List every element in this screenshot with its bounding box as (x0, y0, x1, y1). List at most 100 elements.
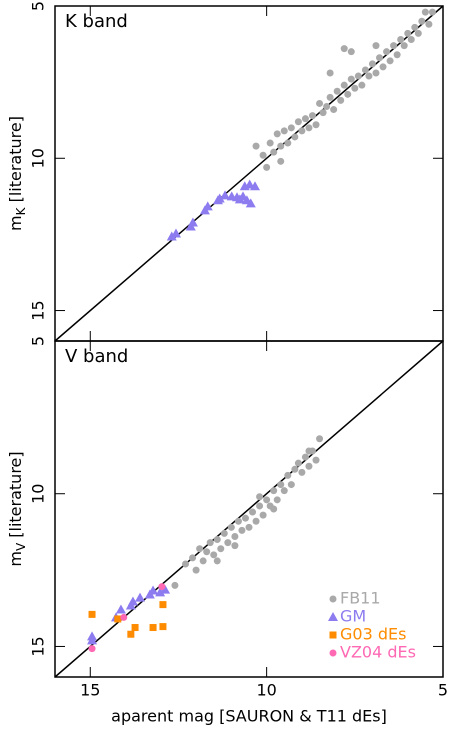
circle-marker (182, 560, 190, 568)
circle-marker (227, 523, 235, 531)
circle-marker (383, 48, 391, 56)
panel: 5 10 15 15 10 5 V band mV [literature] aparent m… (6, 336, 449, 726)
circle-marker (266, 139, 274, 147)
circle-marker (199, 557, 207, 565)
circle-marker (231, 542, 239, 550)
triangle-marker (87, 631, 98, 641)
circle-marker (287, 481, 295, 489)
y-tick-label: 15 (29, 636, 48, 656)
circle-marker (347, 48, 355, 56)
circle-marker (273, 496, 281, 504)
circle-marker (220, 529, 228, 537)
legend-label: VZ04 dEs (340, 643, 416, 662)
triangle-marker (115, 604, 126, 614)
y-label-rest: [literature] (6, 451, 25, 542)
triangle-marker (202, 201, 213, 211)
circle-marker (231, 532, 239, 540)
circle-marker (386, 57, 394, 65)
circle-marker (291, 133, 299, 141)
y-label-rest: [literature] (6, 116, 25, 207)
circle-marker (203, 548, 211, 556)
triangle-marker (249, 181, 260, 191)
circle-marker (263, 163, 271, 171)
plot-frame (54, 340, 444, 678)
circle-marker (368, 60, 376, 68)
circle-marker (234, 517, 242, 525)
x-axis-label: aparent mag [SAURON & T11 dEs] (111, 707, 387, 726)
circle-marker (217, 545, 225, 553)
circle-marker (249, 508, 257, 516)
square-marker (127, 630, 135, 638)
identity-line (54, 5, 444, 342)
circle-marker (294, 459, 302, 467)
circle-marker (329, 649, 337, 657)
circle-marker (329, 595, 337, 603)
x-tick-label: 10 (256, 681, 276, 700)
circle-marker (365, 72, 373, 80)
circle-marker (425, 20, 433, 28)
circle-marker (287, 124, 295, 132)
circle-marker (277, 481, 285, 489)
circle-marker (333, 87, 341, 95)
circle-marker (428, 8, 436, 16)
y-label-sub: K (14, 206, 28, 215)
circle-marker (291, 465, 299, 473)
triangle-marker (187, 217, 198, 227)
triangle-marker (328, 612, 338, 621)
triangle-marker (244, 179, 255, 189)
circle-marker (263, 496, 271, 504)
x-tick-label: 15 (80, 681, 100, 700)
legend-label: G03 dEs (340, 625, 406, 644)
circle-marker (407, 36, 415, 43)
circle-marker (298, 468, 306, 476)
circle-marker (270, 487, 278, 495)
triangle-marker (170, 228, 181, 238)
square-marker (329, 631, 337, 639)
circle-marker (256, 493, 264, 501)
circle-marker (252, 142, 260, 150)
circle-marker (305, 447, 313, 455)
circle-marker (340, 81, 348, 89)
circle-marker (340, 45, 348, 53)
circle-marker (245, 523, 253, 531)
panel-label: K band (65, 11, 128, 32)
square-marker (131, 624, 139, 632)
circle-marker (196, 545, 204, 553)
x-tick-label: 5 (438, 681, 448, 700)
circle-marker (301, 453, 309, 461)
triangle-marker (160, 584, 171, 594)
circle-marker (351, 84, 359, 92)
circle-marker (280, 487, 288, 495)
circle-marker (326, 93, 334, 101)
circle-marker (354, 72, 362, 80)
circle-marker (284, 139, 292, 147)
y-axis-label: mV [literature] (6, 451, 28, 566)
circle-marker (252, 517, 260, 525)
triangle-marker (166, 231, 177, 241)
y-tick-label: 10 (29, 484, 48, 504)
circle-marker (270, 148, 278, 156)
triangle-marker (155, 587, 166, 597)
square-marker (159, 623, 167, 631)
circle-marker (397, 36, 405, 43)
square-marker (149, 624, 157, 632)
circle-marker (316, 99, 324, 107)
circle-marker (418, 17, 426, 25)
circle-marker (284, 471, 292, 479)
circle-marker (270, 505, 278, 513)
points (87, 435, 324, 653)
circle-marker (259, 511, 267, 519)
y-axis-label: mK [literature] (6, 116, 28, 231)
circle-marker (404, 29, 412, 37)
circle-marker (120, 613, 128, 621)
circle-marker (372, 69, 380, 77)
y-label-main: m (6, 215, 25, 231)
circle-marker (256, 502, 264, 510)
circle-marker (241, 514, 249, 522)
y-label-sub: V (14, 542, 28, 551)
circle-marker (192, 566, 200, 574)
circle-marker (206, 539, 214, 547)
circle-marker (358, 81, 366, 89)
circle-marker (224, 539, 232, 547)
